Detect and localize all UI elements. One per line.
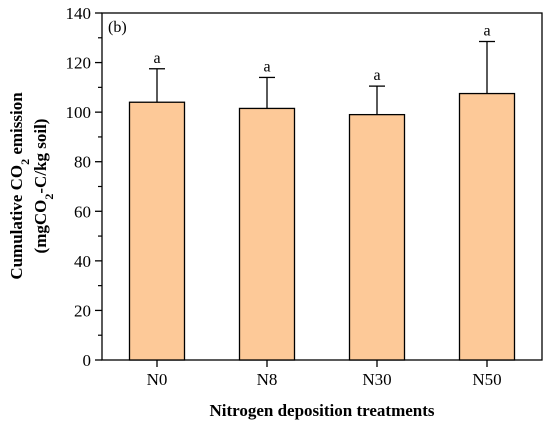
svg-text:(mgCO2-C/kg soil): (mgCO2-C/kg soil)	[31, 119, 56, 254]
x-axis-title: Nitrogen deposition treatments	[209, 401, 434, 420]
y-tick-label-80: 80	[74, 153, 91, 172]
error-bars-group	[149, 40, 495, 115]
significance-labels-group: a a a a	[153, 23, 490, 85]
y-axis-title-line2-sub: 2	[42, 194, 56, 200]
panel-label: (b)	[108, 19, 127, 36]
significance-label-N30: a	[373, 67, 380, 84]
y-axis-title-line2: (mgCO	[31, 200, 50, 254]
significance-label-N50: a	[483, 23, 490, 40]
y-axis-title-2: (mgCO2-C/kg soil)	[31, 119, 56, 254]
bar-N0	[128, 101, 186, 361]
y-axis-title-line1-end: emission	[7, 92, 26, 159]
y-axis-title-line1-sub: 2	[18, 159, 32, 165]
x-axis: N0 N8 N30 N50	[147, 360, 502, 389]
y-tick-label-140: 140	[66, 4, 92, 23]
bar-N50	[458, 92, 516, 361]
y-axis-title: Cumulative CO2 emission	[7, 92, 32, 280]
x-tick-label-N30: N30	[362, 370, 391, 389]
y-tick-label-20: 20	[74, 301, 91, 320]
svg-text:Cumulative CO2 emission: Cumulative CO2 emission	[7, 92, 32, 280]
bars-group	[128, 92, 516, 361]
significance-label-N8: a	[263, 58, 270, 75]
x-tick-label-N50: N50	[472, 370, 501, 389]
y-axis-title-line1: Cumulative CO	[7, 165, 26, 280]
x-tick-label-N0: N0	[147, 370, 168, 389]
x-tick-label-N8: N8	[257, 370, 278, 389]
y-tick-label-100: 100	[66, 103, 92, 122]
y-tick-label-60: 60	[74, 202, 91, 221]
y-tick-label-40: 40	[74, 252, 91, 271]
y-tick-label-0: 0	[83, 351, 92, 370]
bar-N8	[238, 107, 296, 361]
y-axis: 0 20 40 60 80 100 120 140	[66, 4, 102, 370]
bar-N30	[348, 113, 406, 361]
y-axis-title-line2-end: -C/kg soil)	[31, 119, 50, 194]
y-tick-label-120: 120	[66, 54, 92, 73]
significance-label-N0: a	[153, 50, 160, 67]
